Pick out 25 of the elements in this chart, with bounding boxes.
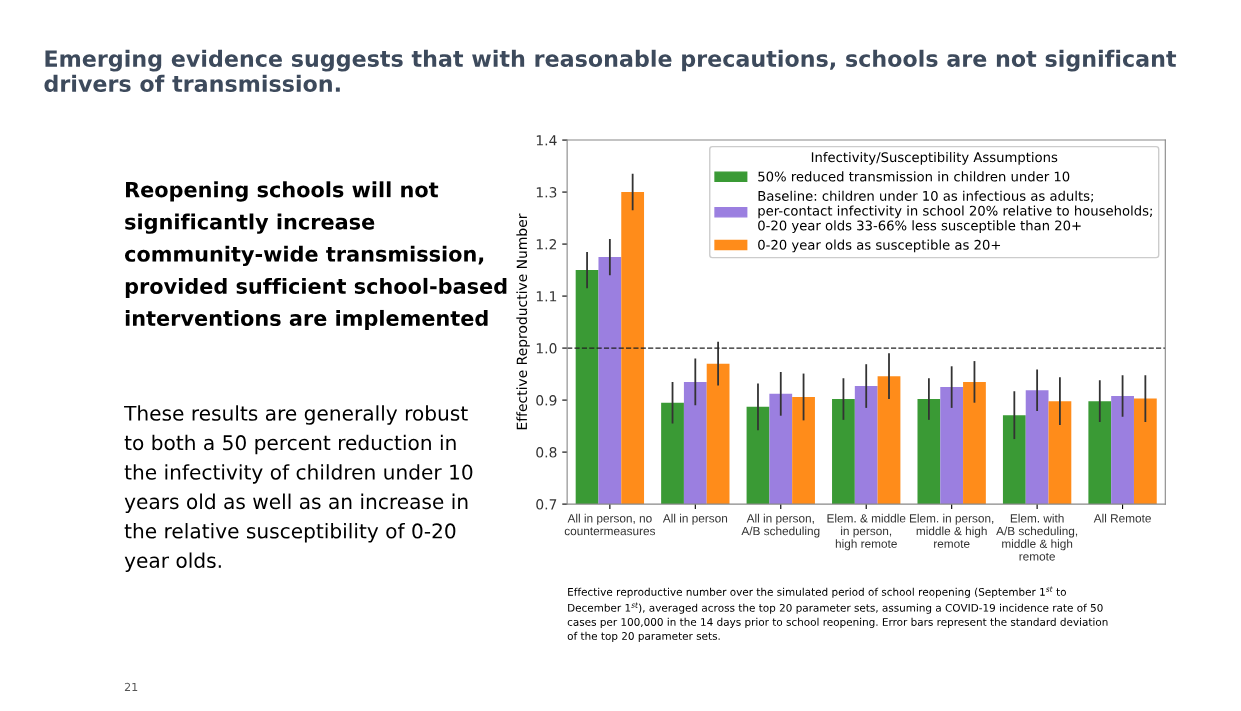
chart-title: Emerging evidence suggests that with reasonable precautions, schools are not significant drivers of transmission.	[44, 49, 1177, 93]
text: These results are generally robust to both a 50 percent reduction in the infectivity of children under 10 years old as well as an increase in the relative susceptibility of 0-20 year olds.	[124, 405, 473, 572]
y-tick-label: 1.0	[536, 343, 557, 354]
x-tick-label: All in person, A/B scheduling	[741, 513, 820, 538]
legend-label: 50% reduced transmission in children under 10	[758, 171, 1070, 182]
text: 21	[124, 682, 138, 691]
y-tick-label: 1.1	[536, 291, 557, 302]
x-tick-label: Elem. with A/B scheduling, middle & high remote	[996, 513, 1078, 561]
x-tick-label: All in person	[662, 513, 728, 525]
y-tick-label: 1.2	[536, 239, 557, 250]
y-tick-label: 0.7	[536, 499, 557, 510]
text: Effective reproductive number over the simulated period of school reopening (September 1$^{st}$ to December 1$^{st}$), averaged across the top 20 parameter sets, assuming a COVID-19 incidence rate of 50 cases per 100,000 in the 14 days prior to school reopening. Error bars represent the standard deviation of the top 20 parameter sets.	[567, 586, 1108, 642]
x-tick-label: Elem. & middle in person, high remote	[827, 513, 906, 551]
y-tick-label: 1.4	[536, 135, 557, 146]
legend-label: 0-20 year olds as susceptible as 20+	[758, 239, 1001, 253]
y-tick-label: 0.8	[536, 447, 557, 458]
y-axis-title: Effective Reproductive Number	[516, 213, 530, 430]
x-tick-label: Elem. in person, middle & high remote	[909, 513, 994, 548]
legend-title: Infectivity/Susceptibility Assumptions	[811, 151, 1058, 165]
y-tick-label: 1.3	[536, 187, 557, 198]
text: Reopening schools will not significantly increase community-wide transmission, provided sufficient school-based interventions are implemented	[125, 181, 507, 331]
legend-label: Baseline: children under 10 as infectious as adults; per-contact infectivity in school 20% relative to households; 0-20 year olds 33-66% less susceptible than 20+	[758, 190, 1152, 233]
x-tick-label: All in person, no countermeasures	[564, 513, 656, 536]
y-tick-label: 0.9	[536, 395, 557, 406]
x-tick-label: All Remote	[1093, 513, 1151, 523]
